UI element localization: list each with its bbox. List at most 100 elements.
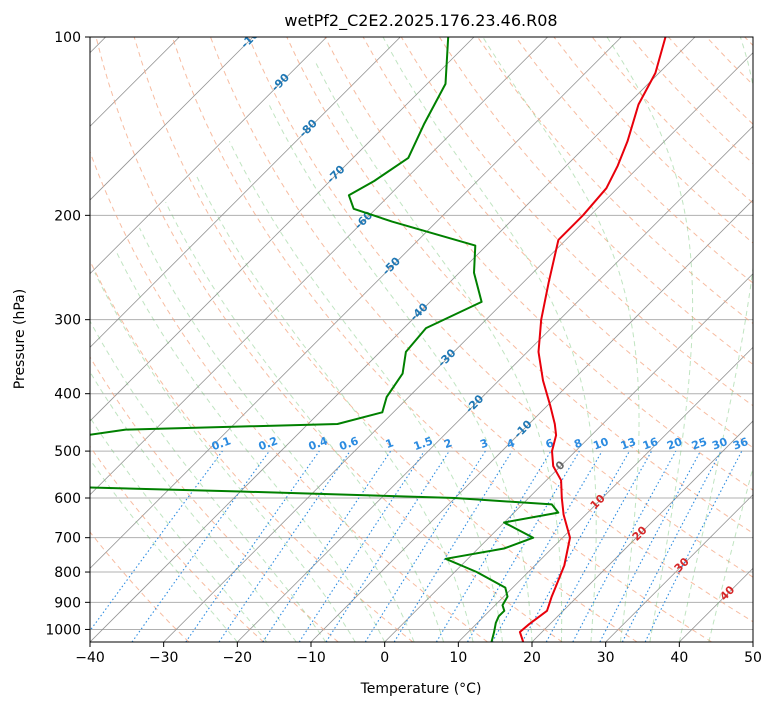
x-tick-label: −10 [296,650,326,666]
isotherm-line [605,494,753,642]
isotherm-line [531,420,753,642]
mixing-ratio-line [467,450,580,642]
dry-adiabat-line [210,37,753,623]
mixing-ratio-label: 8 [572,436,584,451]
mixing-ratio-label: 0.4 [307,434,330,453]
isotherm-label: -40 [408,300,431,323]
isotherm-line [90,37,401,348]
dry-adiabat-line [90,356,339,642]
isotherm-label: -70 [324,162,347,185]
mixing-ratio-label: 25 [690,435,709,452]
x-tick-label: 50 [744,650,762,666]
dry-adiabat-line [515,37,753,284]
y-tick-label: 500 [54,444,81,460]
isotherm-label: -90 [269,71,292,94]
y-axis-label: Pressure (hPa) [12,289,28,389]
dry-adiabat-line [591,37,753,204]
moist-adiabat-line [90,320,327,642]
dry-adiabat-line [90,259,414,642]
mixing-ratio-line [521,450,630,642]
mixing-ratio-line [262,450,392,642]
dewpoint-profile-line [90,37,560,642]
moist-adiabat-line [606,37,694,642]
dry-adiabat-line [668,37,753,125]
moist-adiabat-line [94,272,356,642]
dry-adiabat-line [400,37,753,407]
moist-adiabat-line [268,104,533,642]
y-axis-ticks: 100 200 300 400 500 600 700 800 900 1000 [45,30,90,638]
mixing-ratio-label: 2 [442,436,454,451]
mixing-ratio-line [90,450,223,632]
isotherm-line [752,641,753,642]
mixing-ratio-label: 6 [544,436,556,451]
mixing-ratio-line [131,450,270,642]
mixing-ratio-labels: 0.1 0.2 0.4 0.6 1 1.5 2 3 4 6 8 10 13 16 20 25 30 36 [210,434,751,453]
x-tick-label: 0 [380,650,389,666]
x-tick-label: 30 [597,650,615,666]
mixing-ratio-label: 16 [641,435,660,453]
moist-adiabat-line [90,416,268,642]
isotherm-label: 10 [588,492,608,512]
isotherm-label: -30 [435,346,458,369]
isotherm-label: -20 [463,392,486,415]
mixing-ratio-line [325,450,450,642]
y-tick-label: 600 [54,491,81,507]
mixing-ratio-label: 10 [591,435,610,453]
moist-adiabat-line [678,37,753,642]
moist-adiabat-line [382,37,597,642]
y-tick-label: 100 [54,30,81,46]
dry-adiabat-line [133,37,638,642]
mixing-ratio-label: 0.2 [257,434,280,453]
dry-adiabat-line [706,37,753,86]
plot-frame [89,36,754,643]
mixing-ratio-label: 36 [731,435,750,453]
mixing-ratio-line [545,450,653,642]
mixing-ratio-line [218,450,351,642]
moist-adiabat-line [90,370,297,642]
mixing-ratio-label: 1 [384,436,396,451]
y-tick-label: 900 [54,595,81,611]
mixing-ratio-label: 30 [710,435,729,453]
isotherm-line [679,567,753,642]
moist-adiabat-line [90,458,238,642]
x-axis-label: Temperature (°C) [360,681,482,697]
moist-adiabat-line [139,227,415,642]
mixing-ratio-line [185,450,320,642]
dry-adiabat-line [744,37,753,47]
y-tick-label: 300 [54,313,81,329]
isotherm-label: 40 [717,583,737,603]
isotherm-line [90,37,622,569]
x-tick-label: −30 [149,650,179,666]
dry-adiabat-line [90,150,488,642]
mixing-ratio-label: 0.6 [338,434,361,453]
mixing-ratio-line [572,450,677,642]
mixing-ratio-label: 13 [619,435,638,452]
chart-title: wetPf2_C2E2.2025.176.23.46.R08 [284,11,557,31]
temperature-profile-line [518,37,667,642]
isotherm-line [384,273,753,642]
x-tick-label: 40 [670,650,688,666]
moist-adiabat-line [314,61,563,642]
mixing-ratio-label: 3 [478,436,490,451]
background-lines [90,37,753,642]
isotherm-line [90,37,475,422]
dry-adiabat-line [248,37,753,578]
moist-adiabat-line [165,201,445,642]
y-tick-label: 1000 [45,622,81,638]
x-tick-label: 10 [449,650,467,666]
y-tick-label: 700 [54,531,81,547]
x-tick-label: 20 [523,650,541,666]
mixing-ratio-label: 4 [505,436,517,451]
mixing-ratio-label: 1.5 [412,434,435,453]
sounding-profiles [90,37,667,642]
y-tick-label: 800 [54,565,81,581]
mixing-ratio-line [644,450,743,642]
dry-adiabat-line [90,445,264,642]
mixing-ratio-line [298,450,425,642]
dry-adiabat-line [90,531,190,642]
isotherm-line [90,37,254,201]
dry-adiabat-line [286,37,753,534]
moist-adiabat-line [115,251,386,642]
mixing-ratio-line [435,450,552,642]
